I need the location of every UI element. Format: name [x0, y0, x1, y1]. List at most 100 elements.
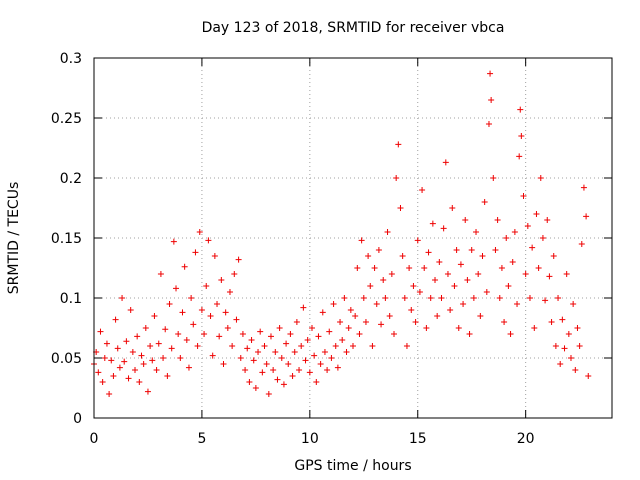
data-point	[447, 307, 454, 313]
data-point	[542, 297, 549, 304]
data-point	[203, 283, 210, 289]
data-point	[192, 249, 199, 256]
data-point	[516, 153, 523, 160]
data-point	[429, 220, 436, 227]
data-point	[188, 295, 195, 301]
data-point	[311, 352, 318, 359]
data-point	[522, 271, 529, 277]
data-point	[140, 361, 147, 367]
data-point	[537, 175, 544, 181]
y-tick-label: 0.3	[60, 51, 82, 67]
data-point	[574, 325, 581, 331]
data-point	[194, 343, 201, 349]
data-point	[352, 313, 359, 319]
data-point	[410, 283, 417, 289]
data-point	[116, 364, 123, 371]
y-tick-label: 0.25	[51, 111, 82, 127]
data-point	[380, 277, 387, 283]
data-point	[434, 313, 441, 319]
data-point	[451, 283, 458, 289]
data-point	[507, 331, 514, 337]
data-point	[449, 205, 456, 211]
data-point	[514, 301, 521, 307]
data-point	[494, 217, 501, 223]
data-point	[267, 333, 274, 340]
data-point	[550, 253, 557, 259]
data-point	[324, 367, 331, 373]
data-point	[233, 316, 240, 323]
x-tick-label: 0	[90, 431, 99, 447]
data-point	[289, 373, 296, 379]
data-point	[209, 352, 216, 359]
data-point	[533, 211, 540, 217]
data-point	[265, 391, 272, 397]
data-point	[112, 316, 119, 323]
data-point	[371, 265, 378, 271]
data-point	[103, 340, 110, 347]
data-point	[134, 333, 141, 340]
data-point	[328, 355, 335, 361]
data-point	[127, 307, 134, 313]
data-point	[367, 283, 374, 289]
data-point	[280, 381, 287, 388]
data-point	[239, 331, 246, 337]
data-point	[125, 375, 132, 382]
data-point	[220, 361, 227, 367]
data-point	[395, 141, 402, 148]
data-point	[308, 325, 315, 331]
data-point	[242, 367, 249, 373]
data-point	[576, 343, 583, 349]
data-point	[470, 295, 477, 301]
data-point	[408, 307, 415, 313]
data-point	[214, 301, 221, 307]
data-point	[393, 175, 400, 181]
data-point	[119, 295, 126, 301]
data-point	[205, 237, 212, 244]
data-point	[421, 265, 428, 271]
data-point	[552, 343, 559, 349]
data-point	[196, 229, 203, 235]
data-point	[201, 331, 208, 337]
data-point	[455, 325, 462, 331]
data-point	[485, 121, 492, 127]
data-point	[261, 343, 268, 349]
axis-ticks	[93, 57, 612, 419]
data-point	[304, 337, 311, 343]
data-point	[198, 307, 205, 313]
data-point	[255, 349, 262, 355]
data-point	[339, 337, 346, 343]
data-point	[399, 253, 406, 259]
data-point	[226, 289, 233, 295]
data-point	[460, 301, 467, 307]
data-point	[453, 247, 460, 253]
data-point	[166, 301, 173, 307]
data-point	[162, 326, 169, 333]
data-point	[326, 328, 333, 335]
data-point	[283, 340, 290, 347]
data-point	[132, 367, 139, 373]
data-point	[483, 289, 490, 295]
data-point	[274, 376, 281, 383]
data-point	[341, 295, 348, 301]
data-point	[229, 343, 236, 349]
data-point	[173, 285, 180, 292]
x-axis-label: GPS time / hours	[294, 458, 411, 474]
data-point	[319, 309, 326, 316]
data-point	[97, 328, 104, 335]
data-point	[457, 261, 464, 268]
data-point	[142, 325, 149, 331]
data-point	[147, 343, 154, 349]
data-point	[524, 223, 531, 229]
y-axis-label: SRMTID / TECUs	[6, 182, 22, 295]
data-point	[345, 325, 352, 331]
data-point	[503, 235, 510, 241]
data-point	[334, 364, 341, 371]
data-point	[518, 133, 525, 139]
data-point	[99, 379, 106, 385]
data-point	[496, 295, 503, 301]
data-point	[298, 343, 305, 349]
data-point	[144, 388, 151, 395]
data-point	[369, 343, 376, 349]
data-point	[477, 313, 484, 319]
data-point	[432, 277, 439, 283]
